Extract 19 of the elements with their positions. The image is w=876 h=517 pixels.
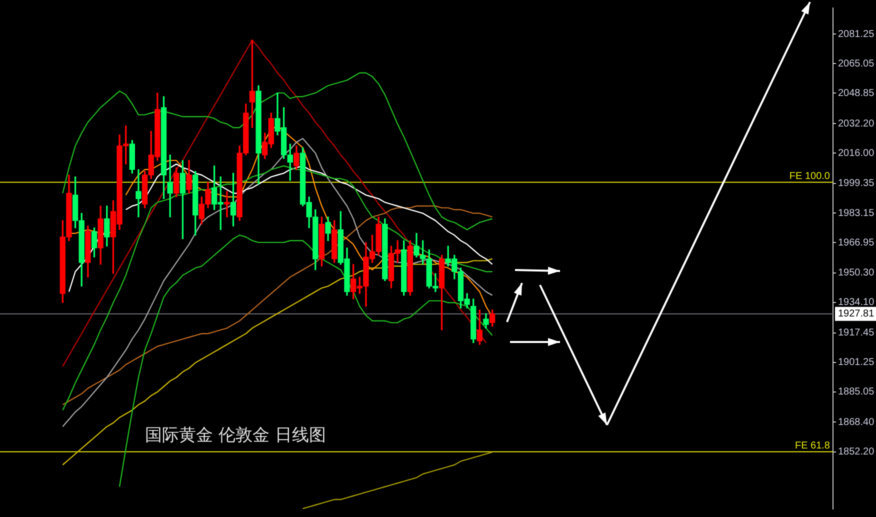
y-tick-label: 2032.20	[838, 118, 875, 130]
annotation: 国际黄金 伦敦金 日线图	[145, 425, 326, 446]
ref-line-label: FE 100.0	[789, 171, 830, 182]
y-tick-label: 1934.10	[838, 297, 875, 308]
ref-line-label: FE 61.8	[794, 440, 830, 452]
y-tick-label: 2065.05	[838, 58, 875, 70]
y-tick-label: 2081.25	[838, 28, 875, 40]
y-tick-label: 1983.15	[838, 208, 875, 219]
y-tick-label: 1901.25	[838, 357, 875, 368]
ref-line-label: 1927.81	[838, 308, 875, 320]
y-tick-label: 1885.05	[838, 386, 875, 398]
y-tick-label: 2016.00	[838, 148, 875, 159]
y-tick-label: 1999.35	[838, 178, 875, 190]
y-tick-label: 1950.30	[838, 268, 875, 279]
y-tick-label: 1868.40	[838, 416, 875, 428]
y-tick-label: 1852.20	[838, 446, 875, 458]
y-tick-label: 1966.95	[838, 237, 875, 248]
y-tick-label: 1917.45	[838, 328, 875, 339]
y-tick-label: 2048.85	[838, 88, 875, 99]
